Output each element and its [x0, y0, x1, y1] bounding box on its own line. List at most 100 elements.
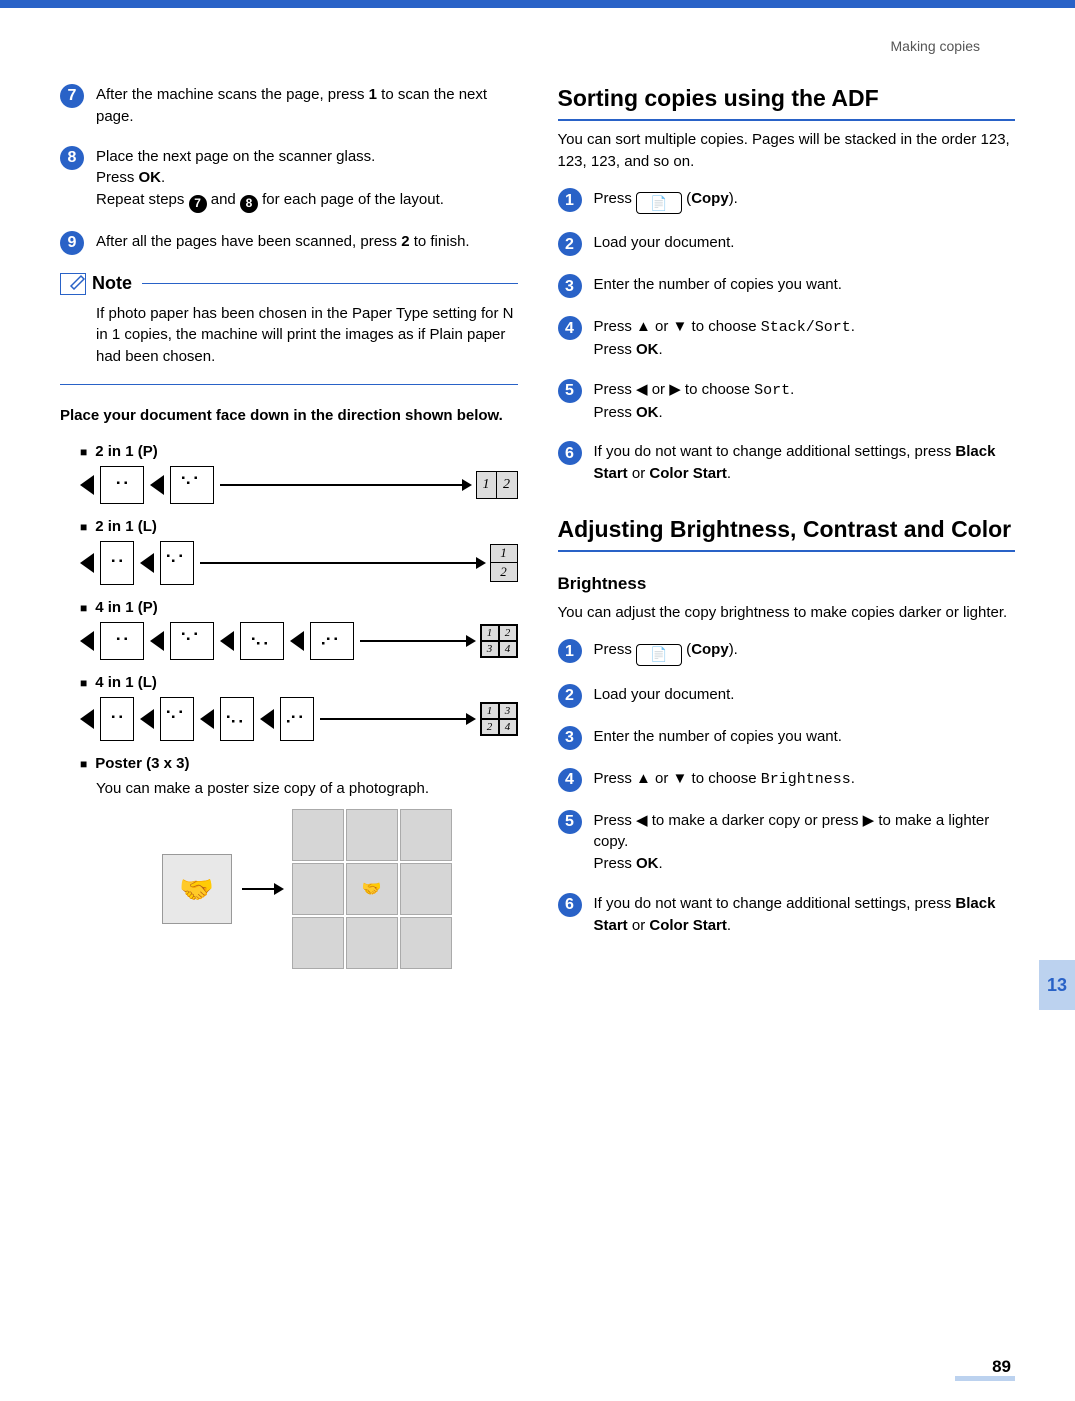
flow-arrow-icon [360, 640, 474, 642]
page-box: ⠐⠂ [100, 466, 144, 504]
sort-intro: You can sort multiple copies. Pages will… [558, 129, 1016, 173]
result-layout: 1324 [480, 702, 518, 736]
note-line [142, 283, 518, 284]
layout-diagram: ⠐⠂⠑⠁12 [80, 466, 518, 504]
layout-label: 4 in 1 (L) [80, 674, 518, 691]
step-bullet: 5 [558, 379, 582, 403]
arrow-left-icon [80, 709, 94, 729]
arrow-left-icon [200, 709, 214, 729]
brightness-intro: You can adjust the copy brightness to ma… [558, 602, 1016, 624]
left-column: 7After the machine scans the page, press… [60, 84, 518, 969]
step-3: 3Enter the number of copies you want. [558, 274, 1016, 298]
layout-item: 2 in 1 (P)⠐⠂⠑⠁12 [80, 443, 518, 504]
poster-item: Poster (3 x 3) [80, 755, 518, 772]
page-box: ⠢⠄ [220, 697, 254, 741]
arrow-left-icon [150, 631, 164, 651]
step-6: 6 If you do not want to change additional… [558, 441, 1016, 485]
step-3: 3 Enter the number of copies you want. [558, 726, 1016, 750]
arrow-left-icon [290, 631, 304, 651]
step-bullet: 4 [558, 316, 582, 340]
arrow-left-icon [140, 709, 154, 729]
step-5: 5Press ◀ to make a darker copy or press … [558, 810, 1016, 875]
step-text: Press ◀ or ▶ to choose Sort.Press OK. [594, 379, 1016, 424]
step-bullet: 9 [60, 231, 84, 255]
step-text: After all the pages have been scanned, p… [96, 231, 518, 253]
step-text: If you do not want to change additional … [594, 893, 1016, 937]
step-bullet: 7 [60, 84, 84, 108]
layout-item: 2 in 1 (L)⠐⠂⠑⠁12 [80, 518, 518, 585]
step-text: Press 📄 (Copy). [594, 639, 1016, 665]
flow-arrow-icon [220, 484, 470, 486]
step-8: 8Place the next page on the scanner glas… [60, 146, 518, 213]
step-bullet: 2 [558, 232, 582, 256]
poster-label: Poster (3 x 3) [80, 755, 518, 772]
adjust-title: Adjusting Brightness, Contrast and Color [558, 515, 1016, 552]
step-bullet: 6 [558, 441, 582, 465]
step-1: 1 Press 📄 (Copy). [558, 188, 1016, 214]
note-label: Note [92, 273, 132, 294]
step-text: Press ▲ or ▼ to choose Brightness. [594, 768, 1016, 791]
layout-label: 2 in 1 (P) [80, 443, 518, 460]
header-section: Making copies [0, 8, 1075, 64]
page-box: ⠢⠄ [240, 622, 284, 660]
step-1: 1Press 📄 (Copy). [558, 639, 1016, 665]
arrow-left-icon [80, 631, 94, 651]
step-bullet: 2 [558, 684, 582, 708]
page-box: ⠐⠂ [100, 622, 144, 660]
page-number: 89 [992, 1357, 1011, 1377]
page-box: ⠑⠁ [160, 541, 194, 585]
poster-figure: 🤝 🤝 [96, 809, 518, 969]
page-box: ⠑⠁ [160, 697, 194, 741]
main-columns: 7After the machine scans the page, press… [0, 64, 1075, 969]
step-bullet: 1 [558, 188, 582, 212]
layout-label: 2 in 1 (L) [80, 518, 518, 535]
step-7: 7After the machine scans the page, press… [60, 84, 518, 128]
page-box: ⠔⠂ [280, 697, 314, 741]
step-text: Enter the number of copies you want. [594, 726, 1016, 748]
flow-arrow-icon [200, 562, 484, 564]
step-4: 4Press ▲ or ▼ to choose Stack/Sort.Press… [558, 316, 1016, 361]
flow-arrow-icon [320, 718, 474, 720]
note-body: If photo paper has been chosen in the Pa… [60, 299, 518, 378]
page-box: ⠑⠁ [170, 622, 214, 660]
step-6: 6 If you do not want to change additional… [558, 893, 1016, 937]
note-icon [60, 273, 86, 295]
step-text: Press 📄 (Copy). [594, 188, 1016, 214]
step-2: 2 Load your document. [558, 232, 1016, 256]
arrow-left-icon [260, 709, 274, 729]
step-text: Load your document. [594, 232, 1016, 254]
right-column: Sorting copies using the ADF You can sor… [558, 84, 1016, 969]
note-head: Note [60, 273, 518, 295]
sort-title: Sorting copies using the ADF [558, 84, 1016, 121]
page-box: ⠑⠁ [170, 466, 214, 504]
arrow-left-icon [80, 475, 94, 495]
layout-label: 4 in 1 (P) [80, 599, 518, 616]
brightness-label: Brightness [558, 574, 1016, 594]
poster-source: 🤝 [162, 854, 232, 924]
layout-diagram: ⠐⠂ ⠑⠁ ⠢⠄ ⠔⠂ 1324 [80, 697, 518, 741]
note-end-line [60, 384, 518, 385]
layout-diagram: ⠐⠂⠑⠁12 [80, 541, 518, 585]
layout-diagram: ⠐⠂⠑⠁⠢⠄⠔⠂1234 [80, 622, 518, 660]
place-text: Place your document face down in the dir… [60, 405, 518, 427]
result-layout: 1234 [480, 624, 518, 658]
step-4: 4Press ▲ or ▼ to choose Brightness. [558, 768, 1016, 792]
step-text: If you do not want to change additional … [594, 441, 1016, 485]
step-5: 5 Press ◀ or ▶ to choose Sort.Press OK. [558, 379, 1016, 424]
arrow-left-icon [80, 553, 94, 573]
step-bullet: 5 [558, 810, 582, 834]
step-bullet: 6 [558, 893, 582, 917]
step-9: 9 After all the pages have been scanned, … [60, 231, 518, 255]
step-text: Load your document. [594, 684, 1016, 706]
arrow-left-icon [140, 553, 154, 573]
arrow-left-icon [220, 631, 234, 651]
poster-grid: 🤝 [292, 809, 452, 969]
step-bullet: 3 [558, 726, 582, 750]
step-text: Place the next page on the scanner glass… [96, 146, 518, 213]
layout-item: 4 in 1 (L) ⠐⠂ ⠑⠁ ⠢⠄ ⠔⠂ 1324 [80, 674, 518, 741]
result-layout: 12 [490, 544, 518, 582]
poster-arrow [242, 888, 282, 890]
top-bar [0, 0, 1075, 8]
layout-item: 4 in 1 (P)⠐⠂⠑⠁⠢⠄⠔⠂1234 [80, 599, 518, 660]
page-box: ⠐⠂ [100, 697, 134, 741]
